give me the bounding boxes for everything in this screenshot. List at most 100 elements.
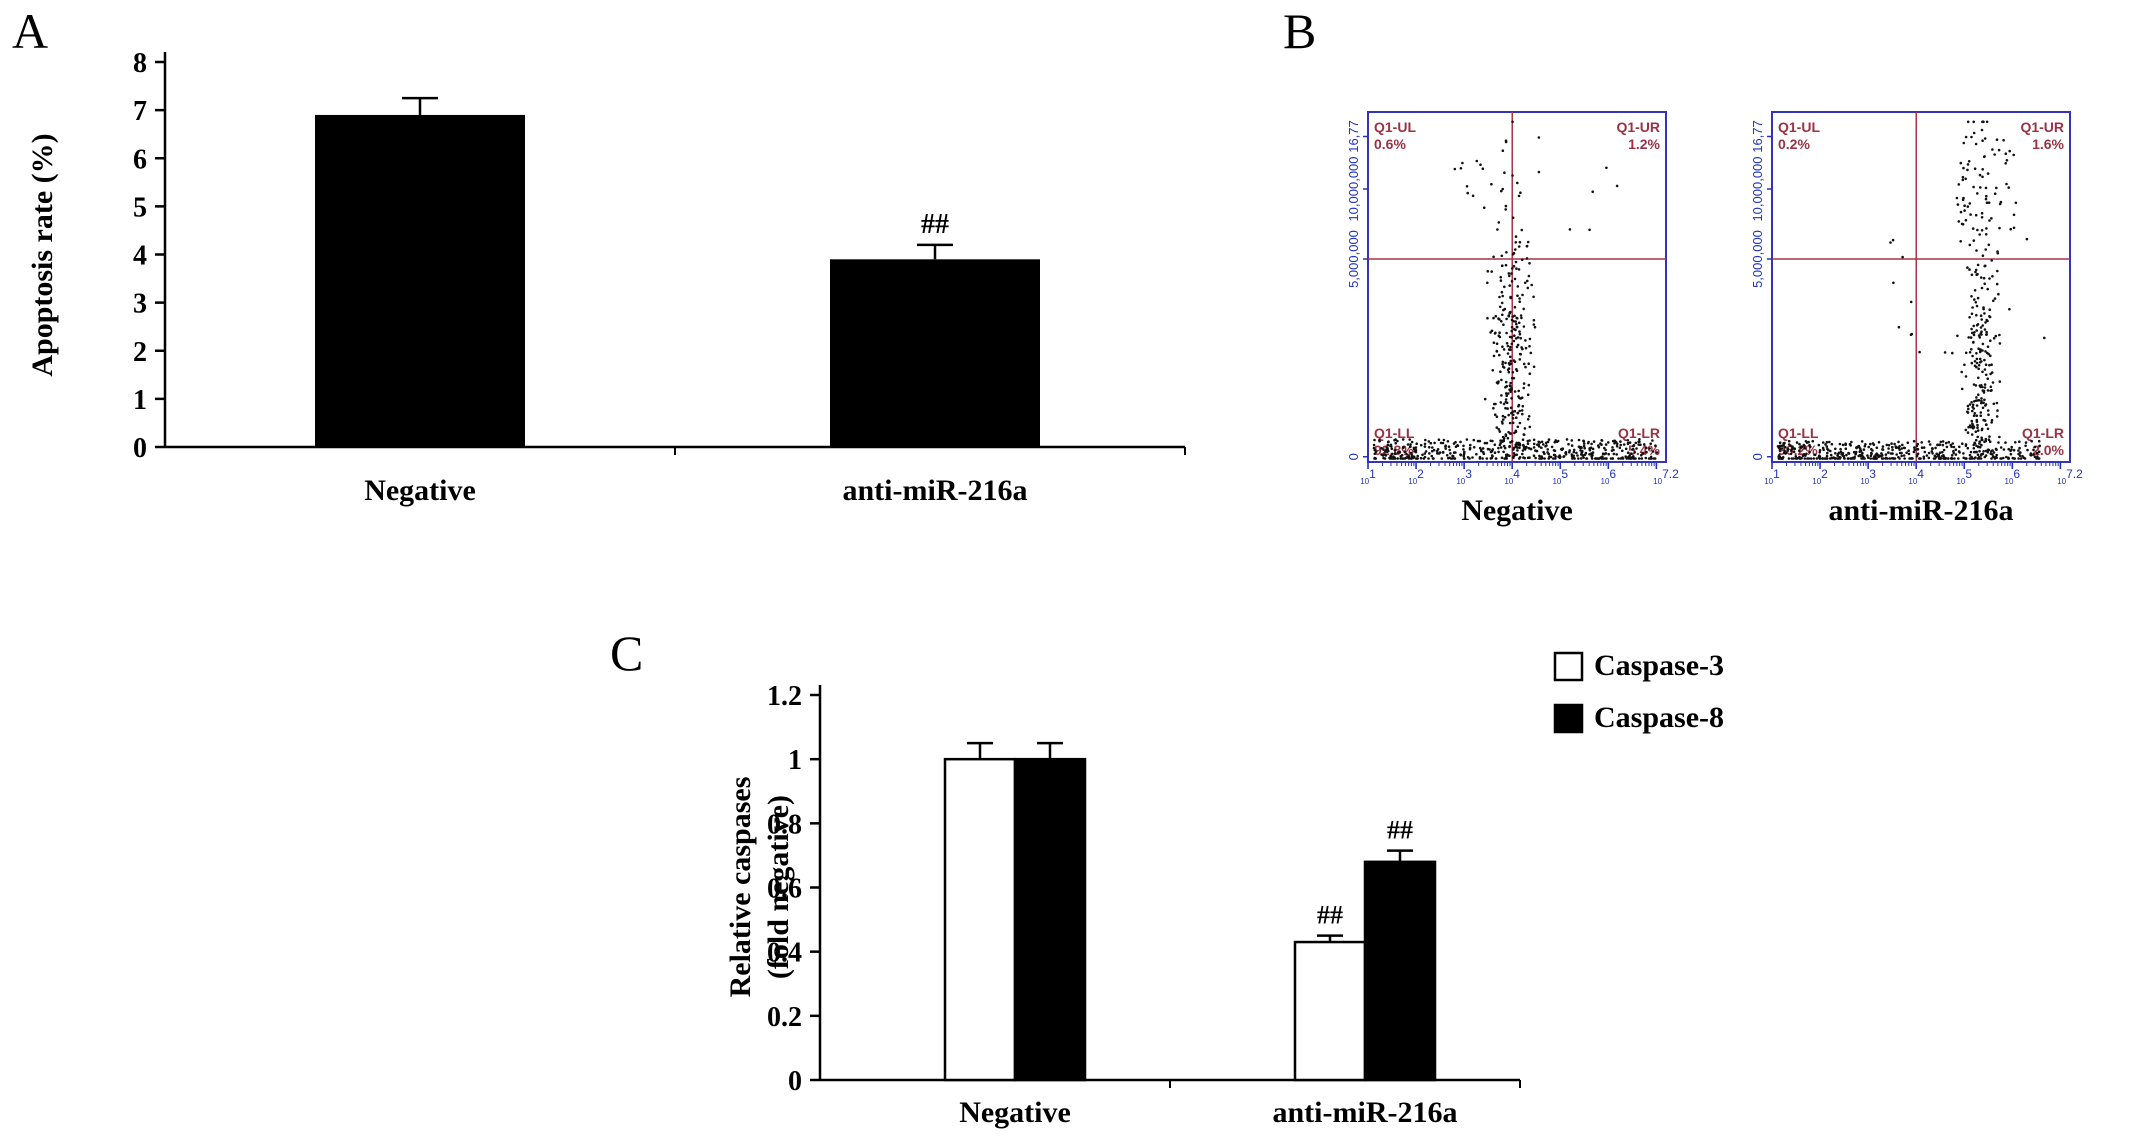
scatter-point	[1898, 457, 1901, 460]
scatter-point	[1626, 441, 1630, 445]
scatter-point	[1507, 430, 1510, 434]
scatter-point	[1600, 439, 1603, 442]
scatter-point	[1498, 318, 1501, 321]
scatter-point	[1974, 456, 1977, 459]
scatter-point	[1511, 315, 1514, 318]
scatter-point	[1515, 416, 1518, 420]
scatter-point	[1981, 370, 1984, 374]
scatter-point	[1626, 451, 1630, 455]
scatter-point	[1957, 220, 1961, 223]
scatter-point	[1834, 452, 1837, 455]
scatter-point	[1988, 435, 1991, 438]
scatter-point	[1430, 454, 1434, 458]
scatter-point	[1570, 453, 1574, 456]
scatter-point	[1971, 403, 1975, 407]
scatter-point	[2014, 441, 2017, 444]
scatter-point	[1794, 455, 1798, 458]
y-tick-label: 0	[1750, 453, 1765, 460]
scatter-point	[1549, 455, 1553, 459]
scatter-point	[1506, 392, 1510, 395]
scatter-point	[1928, 443, 1932, 446]
scatter-point	[1979, 314, 1983, 318]
scatter-point	[1372, 443, 1376, 447]
scatter-point	[1985, 120, 1989, 124]
scatter-point	[1980, 401, 1983, 405]
scatter-point	[1981, 168, 1984, 171]
scatter-point	[1390, 452, 1394, 456]
scatter-point	[1824, 443, 1827, 446]
scatter-point	[1987, 352, 1990, 356]
scatter-point	[1437, 438, 1441, 442]
scatter-point	[1546, 451, 1549, 454]
y-tick-label: 0.2	[767, 1002, 802, 1033]
scatter-point	[1505, 317, 1508, 321]
scatter-point	[1966, 205, 1970, 208]
scatter-point	[1521, 449, 1525, 452]
scatter-point	[1523, 427, 1527, 430]
scatter-point	[1972, 333, 1976, 337]
scatter-point	[1836, 454, 1839, 457]
category-label: Negative	[364, 474, 476, 507]
scatter-point	[1787, 457, 1791, 460]
scatter-point	[1880, 453, 1884, 456]
scatter-point	[1516, 343, 1520, 347]
scatter-point	[1627, 457, 1631, 460]
scatter-point	[1532, 365, 1536, 369]
scatter-point	[1612, 452, 1616, 456]
scatter-point	[1518, 421, 1522, 425]
scatter-point	[1431, 457, 1435, 460]
scatter-point	[1463, 450, 1466, 454]
scatter-point	[1986, 389, 1990, 392]
scatter-point	[1891, 445, 1894, 449]
scatter-point	[1529, 447, 1533, 451]
scatter-point	[1980, 397, 1983, 400]
scatter-point	[1777, 457, 1781, 460]
scatter-point	[1515, 345, 1519, 349]
scatter-point	[1973, 412, 1977, 415]
scatter-point	[1966, 410, 1969, 414]
scatter-point	[1991, 381, 1995, 384]
scatter-point	[1863, 457, 1866, 460]
scatter-point	[1981, 175, 1984, 179]
scatter-point	[1963, 204, 1966, 207]
scatter-point	[1981, 120, 1984, 124]
scatter-point	[1446, 440, 1450, 443]
x-tick-label: 103	[1860, 467, 1876, 486]
scatter-point	[1654, 444, 1657, 448]
scatter-point	[1500, 290, 1504, 294]
scatter-point	[1423, 452, 1427, 455]
scatter-point	[1985, 330, 1988, 334]
scatter-point	[1962, 452, 1965, 455]
scatter-point	[1998, 333, 2001, 337]
scatter-point	[1844, 447, 1848, 451]
scatter-point	[1887, 443, 1891, 447]
scatter-point	[1990, 457, 1993, 460]
scatter-point	[1986, 448, 1990, 452]
scatter-point	[1413, 450, 1416, 453]
scatter-point	[1990, 217, 1993, 220]
scatter-point	[1990, 421, 1993, 424]
scatter-point	[1490, 182, 1493, 186]
scatter-point	[1629, 457, 1633, 460]
scatter-point	[1997, 148, 2001, 152]
scatter-point	[1630, 452, 1633, 456]
scatter-point	[1867, 445, 1870, 449]
scatter-point	[1990, 371, 1994, 374]
scatter-point	[1649, 442, 1652, 446]
scatter-point	[1512, 413, 1515, 417]
scatter-point	[1847, 451, 1850, 455]
scatter-point	[1518, 409, 1521, 413]
scatter-point	[1586, 441, 1590, 445]
scatter-point	[1562, 455, 1566, 458]
scatter-point	[1490, 270, 1493, 273]
scatter-point	[1469, 443, 1472, 447]
scatter-point	[1501, 414, 1505, 418]
scatter-point	[1970, 295, 1973, 298]
scatter-point	[1869, 454, 1873, 458]
scatter-point	[1639, 443, 1642, 447]
scatter-point	[1983, 455, 1987, 459]
scatter-point	[1591, 447, 1595, 451]
scatter-point	[1532, 295, 1535, 299]
scatter-point	[1982, 401, 1985, 405]
